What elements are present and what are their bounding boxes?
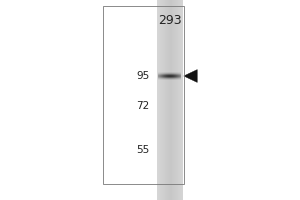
- Bar: [103, 6, 184, 184]
- Text: 293: 293: [158, 14, 181, 27]
- Text: 72: 72: [136, 101, 149, 111]
- Polygon shape: [184, 70, 197, 82]
- Text: 95: 95: [136, 71, 149, 81]
- Text: 55: 55: [136, 145, 149, 155]
